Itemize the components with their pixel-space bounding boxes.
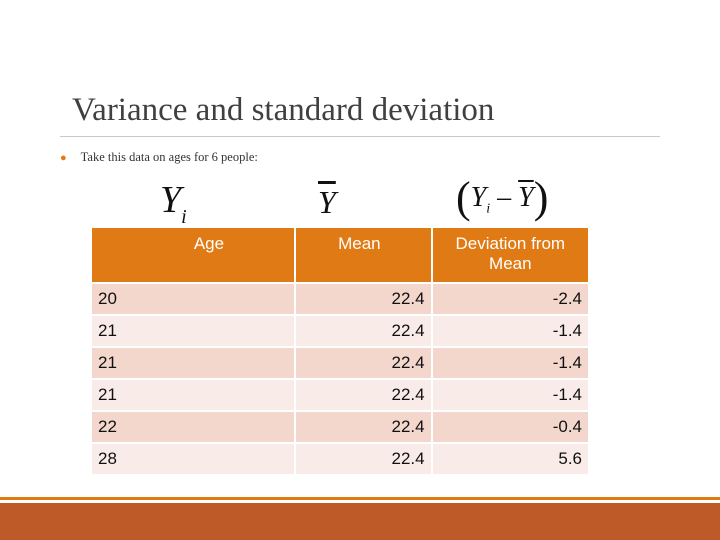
footer-band — [0, 503, 720, 540]
formula-ybar-var: Y — [318, 184, 336, 220]
bullet-dot-icon: ● — [60, 152, 67, 164]
cell-deviation: -1.4 — [431, 314, 588, 347]
cell-deviation: -1.4 — [431, 378, 588, 411]
cell-mean: 22.4 — [295, 346, 433, 379]
table-header-row: Age Mean Deviation from Mean — [92, 228, 588, 283]
cell-mean: 22.4 — [295, 282, 433, 315]
formula-yi-sub: i — [181, 205, 187, 228]
header-age: Age — [92, 228, 297, 283]
cell-age: 21 — [92, 346, 297, 379]
data-table: Age Mean Deviation from Mean 20 22.4 -2.… — [92, 228, 588, 474]
formula-dev-sub: i — [486, 201, 491, 217]
cell-age: 28 — [92, 442, 297, 474]
table-row: 21 22.4 -1.4 — [92, 378, 588, 411]
formula-open-paren: ( — [456, 173, 471, 222]
cell-age: 21 — [92, 378, 297, 411]
cell-age: 20 — [92, 282, 297, 315]
cell-mean: 22.4 — [295, 442, 433, 474]
cell-mean: 22.4 — [295, 314, 433, 347]
cell-deviation: -1.4 — [431, 346, 588, 379]
cell-mean: 22.4 — [295, 378, 433, 411]
cell-deviation: 5.6 — [431, 442, 588, 474]
bullet-text: Take this data on ages for 6 people: — [80, 150, 258, 164]
title-divider — [60, 136, 660, 137]
table-row: 21 22.4 -1.4 — [92, 346, 588, 379]
header-deviation: Deviation from Mean — [431, 228, 588, 283]
formula-dev-minus: – — [497, 182, 512, 213]
bullet-item: ● Take this data on ages for 6 people: — [60, 150, 258, 165]
formula-ybar: Y — [318, 184, 336, 221]
table-row: 20 22.4 -2.4 — [92, 282, 588, 315]
footer-accent-line — [0, 497, 720, 500]
cell-age: 21 — [92, 314, 297, 347]
cell-mean: 22.4 — [295, 410, 433, 443]
formula-yi: Yi — [160, 178, 187, 228]
formula-deviation: (Yi – Y) — [456, 172, 548, 223]
cell-deviation: -0.4 — [431, 410, 588, 443]
table-row: 21 22.4 -1.4 — [92, 314, 588, 347]
cell-age: 22 — [92, 410, 297, 443]
slide-title: Variance and standard deviation — [72, 92, 495, 128]
formula-dev-right: Y — [518, 182, 534, 213]
formula-close-paren: ) — [533, 173, 549, 222]
cell-deviation: -2.4 — [431, 282, 588, 315]
header-mean: Mean — [295, 228, 433, 283]
table-row: 28 22.4 5.6 — [92, 442, 588, 474]
formula-yi-var: Y — [160, 179, 182, 221]
table-row: 22 22.4 -0.4 — [92, 410, 588, 443]
formula-dev-left: Y — [470, 182, 487, 213]
